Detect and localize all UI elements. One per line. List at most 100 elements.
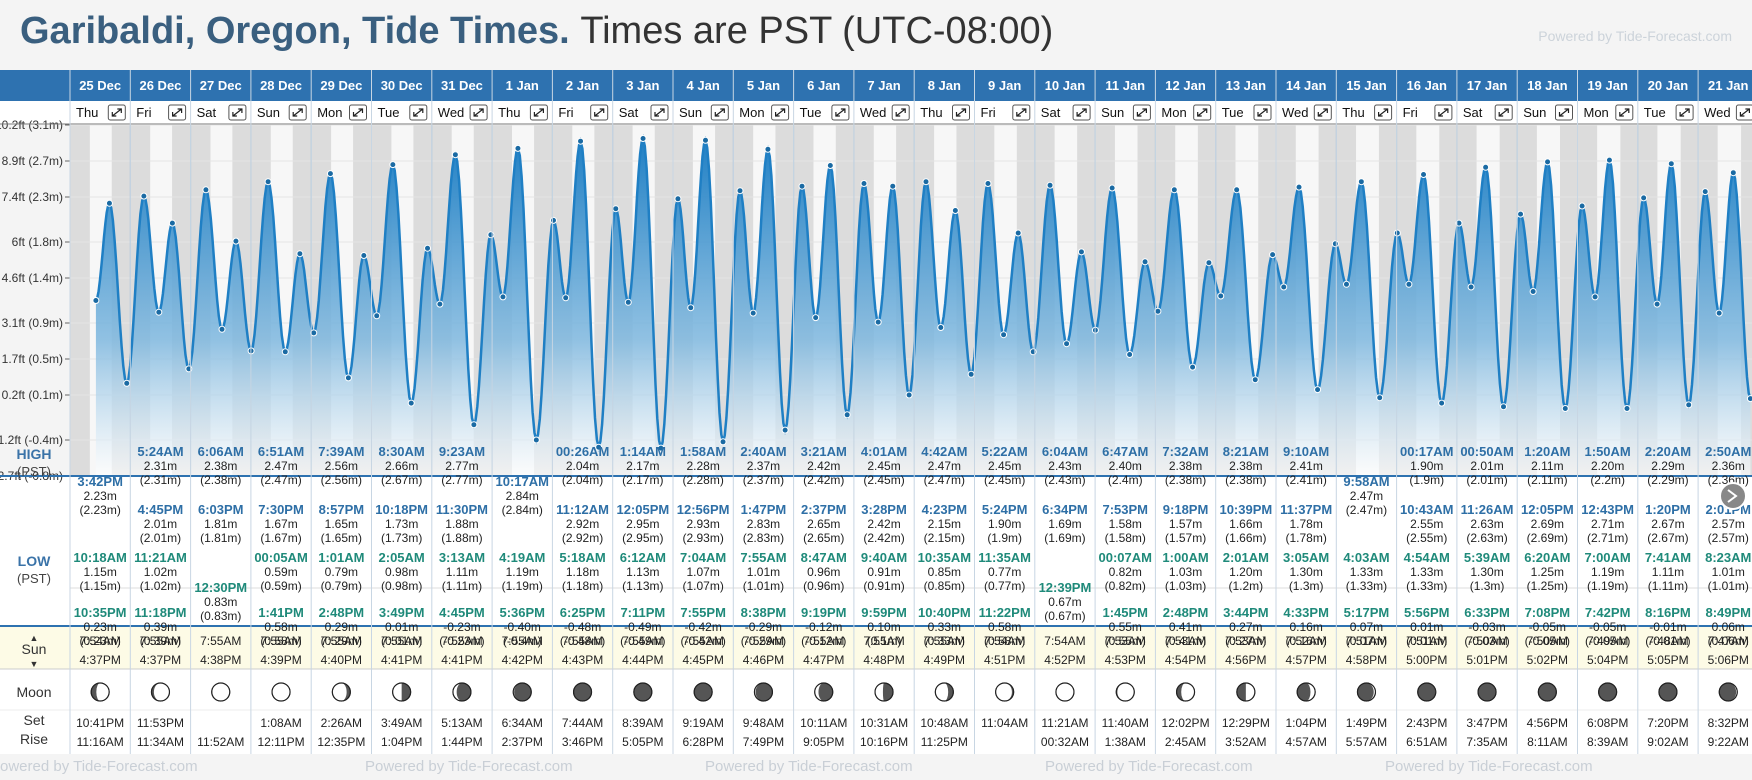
moonrise-time: 9:22AM bbox=[1708, 735, 1749, 749]
moonrise-time: 3:52AM bbox=[1225, 735, 1266, 749]
low-tide-time: 7:55PM bbox=[680, 605, 726, 620]
high-tide-time: 4:45PM bbox=[138, 502, 184, 517]
tide-point bbox=[436, 300, 444, 308]
moon-phase-lit bbox=[332, 683, 347, 701]
tide-point bbox=[218, 325, 226, 333]
high-tide-height: 1.69m bbox=[1048, 517, 1081, 531]
high-tide-height-m: (2.42m) bbox=[863, 531, 904, 545]
low-tide-height: -0.49m bbox=[624, 620, 661, 634]
expand-icon bbox=[775, 108, 786, 117]
high-tide-time: 9:23AM bbox=[439, 444, 485, 459]
date-header: 8 Jan bbox=[928, 78, 961, 93]
low-tide-height: 1.20m bbox=[1229, 565, 1262, 579]
y-tick-label: 10.2ft (3.1m) bbox=[0, 118, 63, 132]
moon-phase-outline bbox=[1115, 682, 1135, 702]
high-tide-height: 2.38m bbox=[204, 459, 237, 473]
high-tide-height-m: (1.57m) bbox=[1165, 531, 1206, 545]
high-tide-height-m: (2.37m) bbox=[743, 473, 784, 487]
high-tide-height-m: (2.47m) bbox=[260, 473, 301, 487]
high-tide-time: 11:37PM bbox=[1280, 502, 1332, 517]
tide-point bbox=[1342, 280, 1350, 288]
low-tide-time: 8:49PM bbox=[1705, 605, 1751, 620]
high-tide-height-m: (1.78m) bbox=[1285, 531, 1326, 545]
footer-watermark: Powered by Tide-Forecast.com bbox=[705, 758, 913, 775]
tide-point bbox=[92, 297, 100, 304]
weekday-label: Sun bbox=[1523, 105, 1546, 120]
sunset-time: 4:37PM bbox=[79, 653, 120, 667]
low-tide-time: 7:55AM bbox=[740, 550, 786, 565]
sunrise-time: 7:55AM bbox=[863, 634, 904, 648]
moon-phase-lit bbox=[814, 683, 824, 701]
sunrise-time: 7:52AM bbox=[1285, 634, 1326, 648]
tide-point bbox=[1667, 160, 1675, 168]
weekday-label: Thu bbox=[1342, 105, 1364, 120]
date-header: 4 Jan bbox=[687, 78, 720, 93]
high-tide-height: 2.20m bbox=[1591, 459, 1624, 473]
low-tide-height: 0.96m bbox=[807, 565, 840, 579]
weekday-label: Fri bbox=[558, 105, 573, 120]
high-tide-time: 12:56PM bbox=[677, 502, 730, 517]
moonset-time: 1:49PM bbox=[1346, 716, 1387, 730]
moonset-time: 1:08AM bbox=[260, 716, 301, 730]
tide-point bbox=[764, 145, 772, 153]
expand-icon bbox=[1257, 108, 1268, 117]
low-tide-time: 12:39PM bbox=[1039, 580, 1092, 595]
moonrise-time: 1:38AM bbox=[1105, 735, 1146, 749]
low-tide-height-m: (0.07m) bbox=[1346, 634, 1387, 648]
low-tide-height-m: (0.01m) bbox=[1406, 634, 1447, 648]
sunset-time: 4:37PM bbox=[140, 653, 181, 667]
high-tide-height-m: (2.92m) bbox=[562, 531, 603, 545]
low-tide-height: 1.19m bbox=[1591, 565, 1624, 579]
weekday-label: Fri bbox=[981, 105, 996, 120]
high-tide-height: 2.67m bbox=[1651, 517, 1684, 531]
high-tide-height-m: (2.55m) bbox=[1406, 531, 1447, 545]
date-header: 3 Jan bbox=[626, 78, 659, 93]
weekday-label: Sat bbox=[619, 105, 639, 120]
low-tide-height: 0.06m bbox=[1712, 620, 1745, 634]
page-title: Garibaldi, Oregon, Tide Times. Times are… bbox=[20, 10, 1053, 53]
low-tide-height-m: (1.15m) bbox=[79, 579, 120, 593]
tide-point bbox=[123, 379, 131, 387]
date-header: 13 Jan bbox=[1226, 78, 1267, 93]
moon-phase-lit bbox=[1055, 683, 1074, 701]
low-tide-height: 1.11m bbox=[446, 565, 478, 579]
tide-point bbox=[736, 187, 744, 195]
weekday-label: Sun bbox=[679, 105, 702, 120]
low-tide-time: 3:13AM bbox=[439, 550, 485, 565]
high-tide-time: 11:30PM bbox=[436, 502, 488, 517]
high-tide-time: 8:30AM bbox=[379, 444, 425, 459]
moon-phase-lit bbox=[392, 683, 402, 701]
low-tide-height: 1.02m bbox=[144, 565, 177, 579]
moonrise-time: 8:11AM bbox=[1527, 735, 1567, 749]
date-header: 2 Jan bbox=[566, 78, 599, 93]
high-tide-time: 5:22AM bbox=[982, 444, 1028, 459]
low-tide-height-m: (0.58m) bbox=[260, 634, 301, 648]
low-tide-height: 0.33m bbox=[928, 620, 961, 634]
high-tide-time: 4:23PM bbox=[922, 502, 968, 517]
sunset-time: 5:06PM bbox=[1708, 653, 1749, 667]
sunrise-time: 7:55AM bbox=[924, 634, 965, 648]
moonset-time: 12:02PM bbox=[1162, 716, 1210, 730]
high-tide-height-m: (2.29m) bbox=[1647, 473, 1688, 487]
tide-point bbox=[595, 443, 603, 451]
low-tide-height-m: (1.3m) bbox=[1289, 579, 1324, 593]
moonset-time: 12:29PM bbox=[1222, 716, 1270, 730]
moon-phase-lit bbox=[272, 683, 290, 701]
sunset-time: 4:57PM bbox=[1285, 653, 1326, 667]
scroll-next-button[interactable] bbox=[1719, 482, 1747, 510]
tide-point bbox=[1314, 386, 1322, 394]
low-tide-height: 0.82m bbox=[1109, 565, 1142, 579]
tide-point bbox=[105, 199, 113, 207]
weekday-label: Thu bbox=[920, 105, 942, 120]
low-tide-height-m: (-0.12m) bbox=[801, 634, 846, 648]
low-tide-height-m: (-0.4m) bbox=[503, 634, 542, 648]
tide-point bbox=[1561, 405, 1569, 412]
moonset-time: 11:53PM bbox=[137, 716, 184, 730]
y-tick-label: 1.7ft (0.5m) bbox=[2, 352, 63, 366]
moonset-time: 7:20PM bbox=[1647, 716, 1688, 730]
weekday-label: Wed bbox=[438, 105, 465, 120]
low-tide-height: -0.29m bbox=[745, 620, 782, 634]
moonrise-time: 10:16PM bbox=[860, 735, 908, 749]
low-tide-height: -0.12m bbox=[805, 620, 842, 634]
high-tide-height-m: (2.28m) bbox=[682, 473, 723, 487]
